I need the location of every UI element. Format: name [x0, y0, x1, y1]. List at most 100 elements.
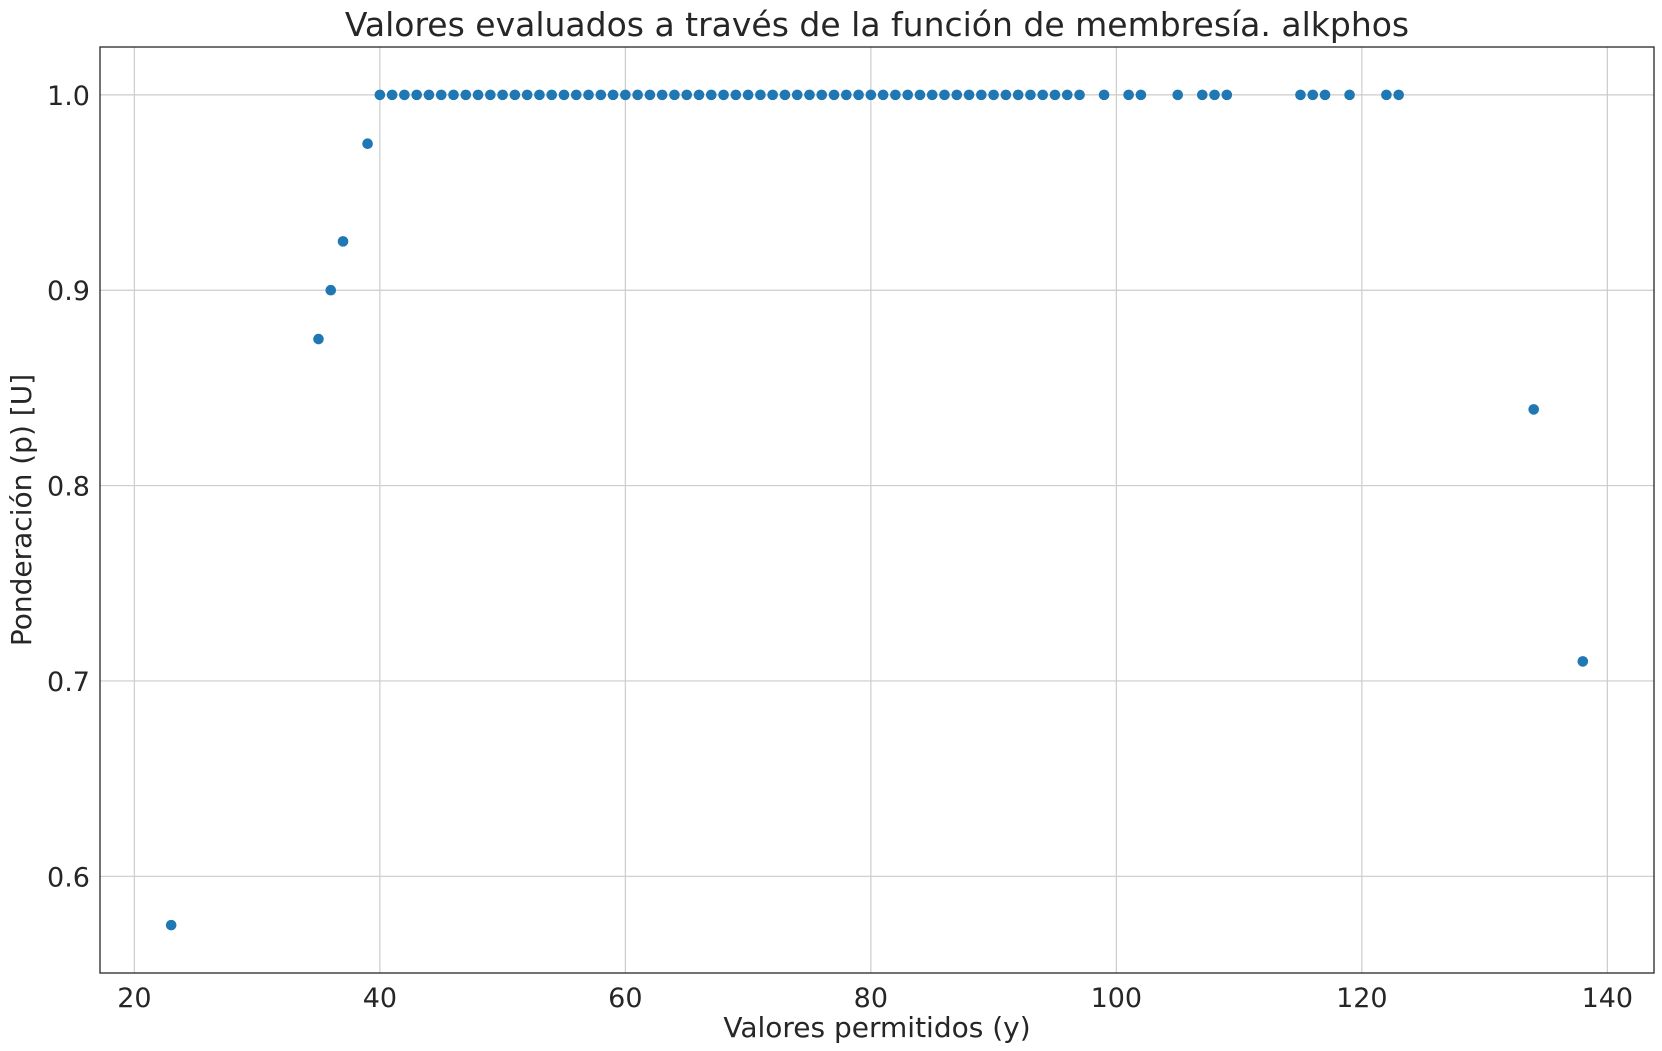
- data-point: [1172, 89, 1184, 101]
- data-point: [718, 89, 729, 101]
- data-point: [976, 89, 987, 101]
- x-tick-label: 20: [117, 983, 151, 1014]
- data-point: [448, 89, 459, 101]
- data-point: [313, 333, 324, 345]
- data-point: [791, 89, 803, 101]
- data-points: [165, 89, 1589, 931]
- data-point: [841, 89, 852, 101]
- x-axis-label: Valores permitidos (y): [723, 1011, 1030, 1044]
- data-point: [165, 919, 177, 931]
- data-point: [865, 89, 877, 101]
- data-point: [570, 89, 582, 101]
- data-point: [497, 89, 508, 101]
- data-point: [755, 89, 766, 101]
- data-point: [509, 89, 521, 101]
- data-point: [423, 89, 435, 101]
- data-point: [742, 89, 754, 101]
- data-point: [472, 89, 484, 101]
- x-tick-label: 40: [363, 983, 397, 1014]
- data-point: [1221, 89, 1233, 101]
- data-point: [546, 89, 558, 101]
- data-point: [1049, 89, 1061, 101]
- data-point: [632, 89, 643, 101]
- data-point: [620, 89, 631, 101]
- data-point: [1577, 656, 1589, 667]
- data-point: [399, 89, 410, 101]
- data-point: [1074, 89, 1085, 101]
- data-point: [1344, 89, 1355, 101]
- data-point: [1307, 89, 1319, 101]
- data-point: [1037, 89, 1049, 101]
- data-point: [607, 89, 619, 101]
- data-point: [816, 89, 828, 101]
- x-tick-label: 100: [1091, 983, 1143, 1014]
- y-tick-label: 1.0: [47, 81, 90, 112]
- data-point: [374, 89, 386, 101]
- data-point: [828, 89, 840, 101]
- data-point: [644, 89, 656, 101]
- y-tick-label: 0.8: [47, 472, 90, 503]
- x-tick-label: 60: [608, 983, 642, 1014]
- data-point: [681, 89, 693, 101]
- data-point: [914, 89, 926, 101]
- data-point: [1319, 89, 1331, 101]
- data-point: [386, 89, 398, 101]
- data-point: [951, 89, 963, 101]
- y-tick-label: 0.9: [47, 276, 90, 307]
- data-point: [1381, 89, 1392, 101]
- y-tick-label: 0.6: [47, 862, 90, 893]
- data-point: [656, 89, 668, 101]
- data-point: [705, 89, 717, 101]
- data-point: [521, 89, 533, 101]
- data-point: [902, 89, 913, 101]
- data-point: [595, 89, 607, 101]
- data-point: [1061, 89, 1073, 101]
- data-point: [939, 89, 950, 101]
- y-axis-ticks: 0.6 0.7 0.8 0.9 1.0: [47, 81, 90, 893]
- grid-lines: [100, 47, 1654, 973]
- data-point: [890, 89, 901, 101]
- data-point: [485, 89, 496, 101]
- x-tick-label: 80: [854, 983, 888, 1014]
- data-point: [1098, 89, 1110, 101]
- data-point: [1012, 89, 1024, 101]
- data-point: [963, 89, 975, 101]
- data-point: [853, 89, 864, 101]
- x-tick-label: 140: [1582, 983, 1634, 1014]
- chart-title: Valores evaluados a través de la función…: [345, 5, 1409, 44]
- data-point: [337, 236, 349, 247]
- data-point: [1295, 89, 1306, 101]
- data-point: [1025, 89, 1036, 101]
- data-point: [1393, 89, 1404, 101]
- data-point: [988, 89, 999, 101]
- data-point: [1528, 404, 1540, 415]
- data-point: [1135, 89, 1147, 101]
- plot-frame: [99, 46, 1655, 974]
- data-point: [558, 89, 570, 101]
- data-point: [804, 89, 815, 101]
- data-point: [435, 89, 447, 101]
- data-point: [411, 89, 422, 101]
- x-tick-label: 120: [1336, 983, 1388, 1014]
- data-point: [1123, 89, 1134, 101]
- data-point: [583, 89, 594, 101]
- data-point: [1000, 89, 1012, 101]
- data-point: [877, 89, 889, 101]
- data-point: [926, 89, 938, 101]
- data-point: [1209, 89, 1220, 101]
- y-axis-label: Ponderación (p) [U]: [5, 374, 38, 646]
- data-point: [325, 284, 337, 296]
- data-point: [779, 89, 791, 101]
- x-axis-ticks: 20 40 60 80 100 120 140: [117, 983, 1633, 1014]
- data-point: [730, 89, 742, 101]
- data-point: [767, 89, 778, 101]
- data-point: [534, 89, 545, 101]
- y-tick-label: 0.7: [47, 667, 90, 698]
- data-point: [362, 138, 373, 150]
- data-point: [1196, 89, 1208, 101]
- data-point: [460, 89, 472, 101]
- data-point: [693, 89, 705, 101]
- data-point: [669, 89, 680, 101]
